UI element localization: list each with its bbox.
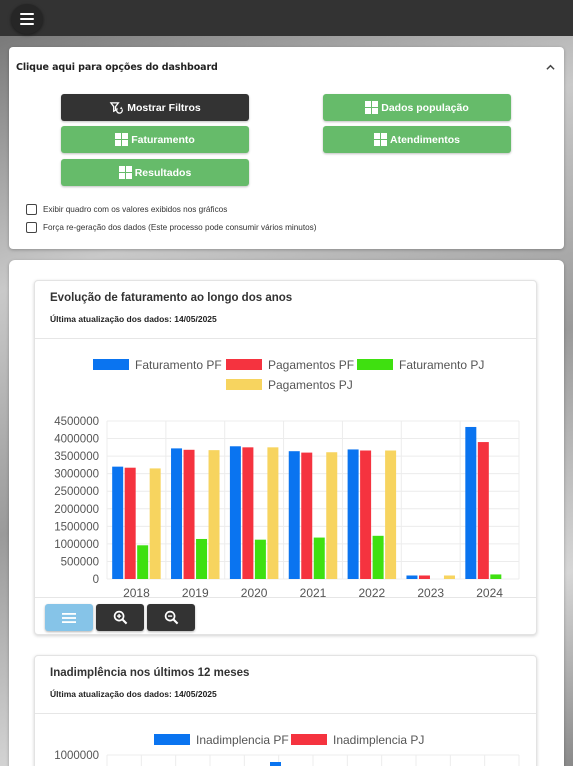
y-tick-label: 1000000 [54,750,99,762]
dashboard-grid-icon [373,133,387,146]
bar [171,448,183,579]
show-values-label: Exibir quadro com os valores exibidos no… [43,205,228,214]
divider [35,597,536,598]
bar [137,545,149,579]
y-tick-label: 500000 [61,556,99,568]
legend-swatch [93,359,129,370]
billing-chart-updated: Última atualização dos dados: 14/05/2025 [50,314,217,324]
bar [254,539,266,579]
billing-bar-chart: Faturamento PF Pagamentos PF Faturamento P… [54,358,520,599]
legend-swatch [357,359,393,370]
legend-label: Inadimplencia PJ [333,733,424,747]
results-button[interactable]: Resultados [61,159,249,186]
y-tick-label: 1000000 [54,539,99,551]
bar [385,450,397,579]
legend-label: Inadimplencia PF [196,733,289,747]
default-chart-title: Inadimplência nos últimos 12 meses [50,667,250,679]
x-tick-label: 2018 [123,586,150,599]
default-chart-updated: Última atualização dos dados: 14/05/2025 [50,689,217,699]
y-tick-label: 1500000 [54,521,99,533]
y-tick-label: 2500000 [54,486,99,498]
y-tick-label: 4000000 [54,434,99,446]
bar [465,426,477,579]
filter-refresh-icon [109,102,124,114]
list-icon[interactable] [45,604,93,631]
bar [490,574,502,579]
bar [372,535,384,579]
billing-button[interactable]: Faturamento [61,126,249,153]
default-chart-card: Inadimplência nos últimos 12 meses Últim… [34,655,537,766]
bar [313,537,325,579]
dashboard-grid-icon [118,166,132,179]
chart-toolbar [45,604,195,631]
bar [360,450,372,579]
population-data-label: Dados população [381,101,469,114]
y-tick-label: 3500000 [54,451,99,463]
bar [326,452,338,579]
bar [301,452,313,579]
divider [35,338,536,339]
options-panel-title[interactable]: Clique aqui para opções do dashboard [16,62,218,73]
legend-label: Faturamento PJ [399,358,484,372]
y-tick-label: 2000000 [54,504,99,516]
x-tick-label: 2024 [476,586,503,599]
divider [35,713,536,714]
bar [347,449,359,579]
force-regen-checkbox[interactable] [26,222,37,233]
dashboard-grid-icon [115,133,129,146]
y-tick-label: 4500000 [54,416,99,428]
top-bar [0,0,573,36]
bar [112,466,124,579]
bar [270,762,281,766]
billing-label: Faturamento [131,133,195,146]
x-tick-label: 2022 [359,586,386,599]
bar [183,449,195,579]
default-bar-chart: Inadimplencia PF Inadimplencia PJ 1000000 [54,733,520,766]
bar [477,442,489,579]
y-tick-label: 0 [93,574,99,586]
legend-label: Faturamento PF [135,358,222,372]
bar [267,447,279,579]
hamburger-menu-icon[interactable] [11,4,43,34]
x-tick-label: 2019 [182,586,209,599]
chevron-up-icon[interactable] [546,63,555,72]
bar [208,450,220,579]
x-tick-label: 2021 [300,586,327,599]
bar [149,468,161,579]
bar [196,538,208,579]
attendance-button[interactable]: Atendimentos [323,126,511,153]
billing-chart-card: Evolução de faturamento ao longo dos ano… [34,280,537,635]
bar [418,575,430,579]
bar [242,447,254,579]
bar [124,467,136,579]
force-regen-label: Força re-geração dos dados (Este process… [43,223,317,232]
force-regen-option: Força re-geração dos dados (Este process… [26,222,317,233]
bar [288,451,300,579]
x-tick-label: 2023 [417,586,444,599]
dashboard-options-panel: Clique aqui para opções do dashboard Mos… [9,47,564,249]
x-tick-label: 2020 [241,586,268,599]
zoom-in-icon[interactable] [96,604,144,631]
bar [443,575,455,579]
legend-label: Pagamentos PF [268,358,354,372]
dashboard-grid-icon [365,101,379,114]
charts-container: Evolução de faturamento ao longo dos ano… [9,260,564,766]
bar [406,575,418,579]
attendance-label: Atendimentos [389,133,460,146]
legend-label: Pagamentos PJ [268,378,353,392]
show-filters-label: Mostrar Filtros [127,101,201,114]
billing-chart-title: Evolução de faturamento ao longo dos ano… [50,292,293,304]
show-filters-button[interactable]: Mostrar Filtros [61,94,249,121]
legend-swatch [291,734,327,745]
y-tick-label: 3000000 [54,469,99,481]
zoom-out-icon[interactable] [147,604,195,631]
legend-swatch [226,379,262,390]
show-values-checkbox[interactable] [26,204,37,215]
bar [229,446,241,579]
show-values-option: Exibir quadro com os valores exibidos no… [26,204,227,215]
legend-swatch [226,359,262,370]
population-data-button[interactable]: Dados população [323,94,511,121]
results-label: Resultados [134,166,192,179]
legend-swatch [154,734,190,745]
